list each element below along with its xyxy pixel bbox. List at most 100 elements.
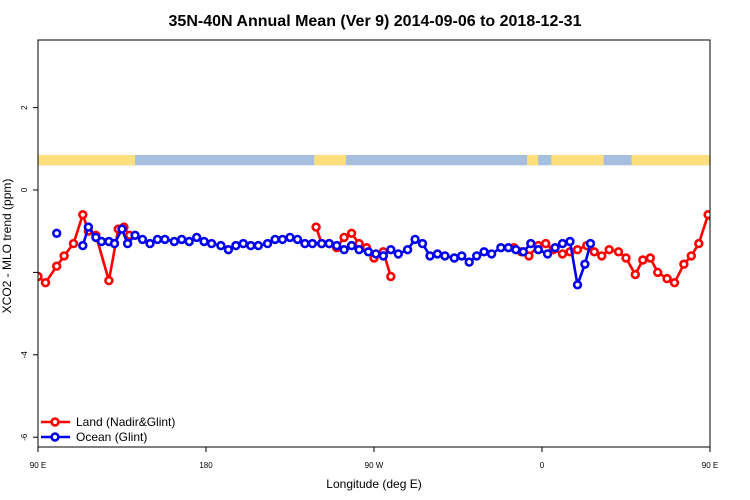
data-point [253,240,263,251]
data-point [386,271,396,282]
data-point [540,238,551,249]
data-point [292,234,303,245]
data-point [720,232,727,239]
x-tick-label: 180 [199,461,213,470]
data-point [449,253,459,263]
data-point [744,224,750,231]
data-point [346,228,357,239]
x-tick-label: 90 E [702,461,718,470]
data-point [479,247,489,257]
data-point [152,234,163,245]
data-point [51,228,62,239]
data-point [109,238,120,249]
data-point [533,245,543,255]
data-point [526,238,536,249]
data-point [572,245,583,255]
data-point [596,251,607,261]
data-point [160,234,170,245]
land-band [527,154,539,166]
data-point [192,232,202,243]
y-axis: 2 0 -4 -6 [20,105,38,441]
x-axis: 90 E 180 90 W 0 90 E [30,447,718,470]
data-point [572,280,583,290]
data-point [51,261,62,271]
data-point [496,243,506,253]
legend-item: Land (Nadir&Glint) [41,415,175,429]
data-point [59,251,69,261]
data-point [246,240,256,251]
land-band [314,154,346,166]
legend: Land (Nadir&Glint)Ocean (Glint) [41,415,175,444]
y-tick-label: 0 [20,187,29,192]
data-point [486,249,497,259]
x-axis-label: Longitude (deg E) [326,477,421,491]
legend-item: Ocean (Glint) [41,430,147,444]
data-point [145,238,155,249]
data-point [589,247,599,257]
data-point [464,257,474,267]
data-point [557,249,568,259]
data-point [78,210,88,220]
y-tick-label: -6 [20,433,29,441]
data-point [557,238,568,249]
data-point [371,249,381,259]
land-band [38,154,136,166]
land-band [551,154,604,166]
data-point [311,222,321,232]
data-point [630,269,640,280]
data-point [440,251,450,261]
legend-label: Ocean (Glint) [76,430,147,444]
data-point [694,238,704,249]
data-point [621,253,631,263]
data-point [363,247,374,257]
data-point [68,238,79,249]
data-point [580,259,590,269]
data-point [613,247,624,257]
data-point [78,240,88,251]
data-point [457,251,467,261]
data-point [206,238,217,249]
plot-frame [37,39,711,448]
data-point [686,251,696,261]
data-point [285,232,295,243]
y-tick-label: -4 [20,351,29,359]
land-ocean-strip [38,154,710,166]
data-point [324,238,334,249]
data-point [216,240,226,251]
data-point [585,238,596,249]
data-point [104,275,114,286]
data-point [184,236,194,247]
data-point [346,240,357,251]
x-tick-label: 90 W [365,461,384,470]
data-point [417,238,428,249]
data-point [83,222,94,232]
data-point [425,251,435,261]
data-point [652,267,663,278]
data-point [738,226,745,233]
data-point [393,249,403,259]
data-point [317,238,327,249]
data-point [354,245,364,255]
data-point [727,230,734,237]
data-point [712,228,719,235]
data-point [542,249,553,259]
legend-marker [50,432,60,442]
data-point [38,271,43,282]
data-point [130,230,140,241]
data-point [378,251,388,261]
data-point [402,245,413,255]
data-point [122,238,133,249]
data-point [137,234,148,245]
data-point [169,236,180,247]
data-point [177,234,187,245]
data-point [40,278,51,288]
data-point [518,247,528,257]
data-point [645,253,655,263]
x-tick-label: 0 [540,461,545,470]
data-point [511,245,521,255]
data-point [332,240,342,251]
data-point [662,273,672,284]
series-layer [38,210,750,290]
ocean-band [38,154,710,166]
